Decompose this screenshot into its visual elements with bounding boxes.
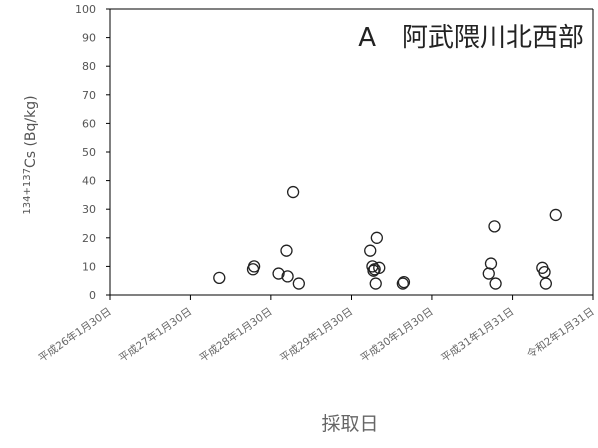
data-points — [213, 185, 562, 290]
data-point — [370, 231, 383, 244]
y-tick-label: 100 — [75, 3, 96, 16]
x-tick-label: 平成26年1月30日 — [36, 305, 114, 365]
data-point — [367, 264, 380, 277]
data-point — [280, 244, 293, 257]
data-point — [396, 277, 409, 290]
data-point — [281, 270, 294, 283]
x-axis-label: 採取日 — [321, 413, 378, 435]
y-tick-label: 40 — [82, 175, 96, 188]
data-point — [286, 185, 300, 199]
data-point — [247, 260, 261, 273]
chart-title: A 阿武隈川北西部 — [358, 23, 584, 53]
y-tick-label: 30 — [82, 203, 96, 216]
data-point — [539, 277, 552, 290]
data-point — [484, 257, 498, 270]
x-tick-label: 平成31年1月31日 — [438, 305, 516, 365]
data-point — [482, 267, 495, 280]
y-tick-label: 80 — [82, 60, 96, 73]
data-point — [369, 277, 382, 290]
y-axis-label: 134+137Cs (Bq/kg) — [22, 95, 39, 214]
data-point — [213, 271, 226, 284]
y-tick-label: 0 — [89, 289, 96, 302]
y-tick-label: 90 — [82, 32, 96, 45]
data-point — [489, 277, 502, 290]
y-tick-label: 10 — [82, 260, 96, 273]
data-point — [397, 275, 411, 289]
data-point — [538, 265, 551, 279]
y-tick-label: 60 — [82, 117, 96, 130]
data-point — [373, 261, 386, 274]
x-axis-ticks: 平成26年1月30日 平成27年1月30日 平成28年1月30日 平成29年1月30日… — [36, 295, 597, 365]
data-point — [488, 220, 501, 233]
data-point — [364, 244, 377, 257]
y-tick-label: 50 — [82, 146, 96, 159]
x-tick-label: 平成28年1月30日 — [197, 305, 275, 365]
data-point — [272, 267, 285, 280]
x-tick-label: 令和2年1月31日 — [524, 305, 596, 361]
x-tick-label: 平成27年1月30日 — [116, 305, 194, 365]
data-point — [549, 208, 562, 222]
x-tick-label: 平成30年1月30日 — [358, 305, 436, 365]
data-point — [292, 277, 305, 290]
data-point — [368, 263, 381, 276]
y-axis-ticks: 0 10 20 30 40 50 60 70 80 90 100 — [75, 3, 110, 302]
y-tick-label: 20 — [82, 232, 96, 245]
y-tick-label: 70 — [82, 89, 96, 102]
x-tick-label: 平成29年1月30日 — [277, 305, 355, 365]
